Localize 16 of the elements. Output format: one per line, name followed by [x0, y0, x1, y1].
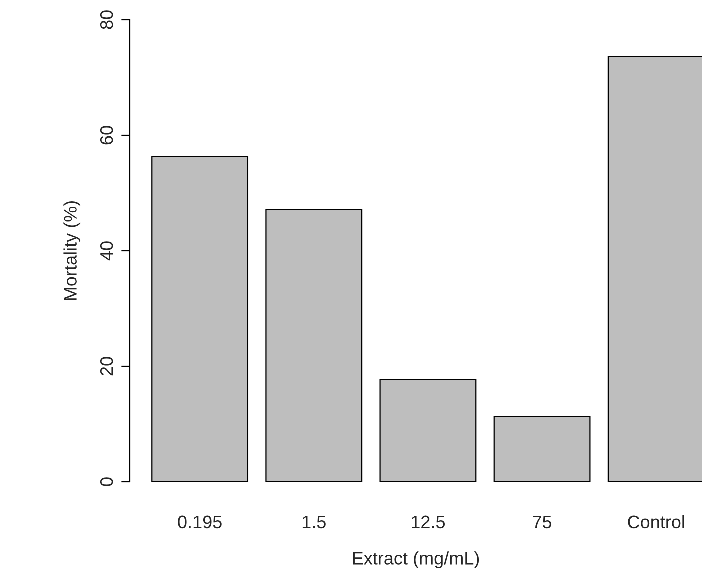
x-tick-label: 1.5 [302, 516, 326, 529]
x-tick-label: 75 [533, 516, 552, 529]
y-tick-label: 0 [100, 478, 114, 486]
x-axis-title: Extract (mg/mL) [353, 552, 480, 568]
bar [266, 209, 363, 482]
y-tick-label: 80 [100, 10, 114, 30]
bar [380, 379, 477, 482]
y-axis-title: Mortality (%) [64, 201, 81, 300]
y-tick-label: 40 [100, 242, 114, 261]
x-tick-label: 12.5 [412, 516, 446, 529]
x-tick-label: Control [628, 515, 684, 529]
bar [152, 156, 249, 482]
bar [494, 416, 591, 482]
y-tick-label: 60 [100, 126, 114, 145]
x-tick-label: 0.195 [178, 516, 222, 529]
y-tick-label: 20 [100, 357, 114, 376]
